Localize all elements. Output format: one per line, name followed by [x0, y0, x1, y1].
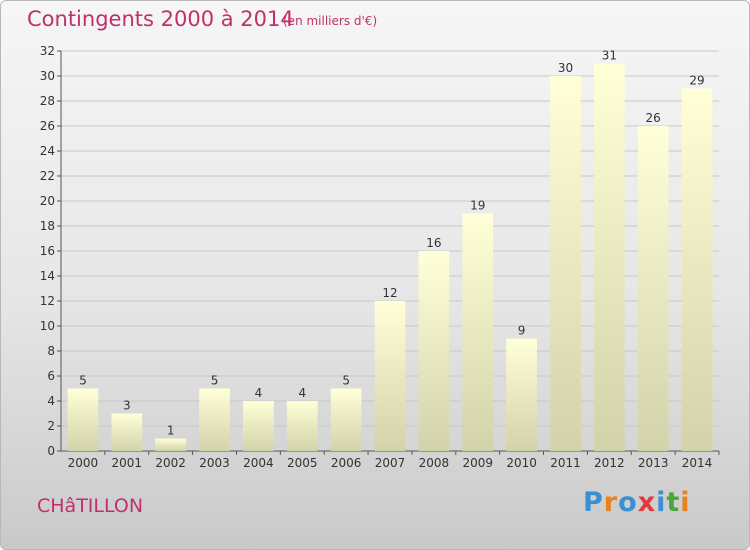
data-label: 31	[602, 49, 617, 63]
data-label: 4	[298, 386, 306, 400]
bar-2001	[111, 413, 143, 451]
data-label: 29	[689, 74, 704, 88]
data-label: 16	[426, 236, 441, 250]
x-tick-label: 2001	[112, 456, 143, 470]
y-tick-label: 8	[47, 344, 55, 358]
y-tick-label: 16	[40, 244, 55, 258]
y-tick-label: 20	[40, 194, 55, 208]
x-tick-label: 2013	[638, 456, 669, 470]
bar-2002	[155, 438, 187, 451]
bar-2005	[286, 401, 318, 451]
bar-2008	[418, 251, 450, 451]
x-tick-label: 2005	[287, 456, 318, 470]
x-tick-label: 2000	[68, 456, 99, 470]
logo-letter: o	[618, 487, 638, 518]
data-label: 3	[123, 399, 131, 413]
x-tick-label: 2011	[550, 456, 581, 470]
logo-letter: r	[603, 487, 619, 518]
logo-letter: t	[666, 487, 681, 518]
x-tick-label: 2003	[199, 456, 230, 470]
data-label: 5	[79, 374, 87, 388]
chart-subtitle: (en milliers d'€)	[283, 14, 378, 28]
x-tick-label: 2012	[594, 456, 625, 470]
y-tick-label: 24	[40, 144, 55, 158]
x-tick-label: 2004	[243, 456, 274, 470]
data-label: 19	[470, 199, 485, 213]
data-label: 4	[255, 386, 263, 400]
y-tick-label: 32	[40, 44, 55, 58]
data-label: 30	[558, 61, 573, 75]
x-tick-label: 2010	[506, 456, 537, 470]
bar-2003	[199, 388, 230, 451]
bar-2000	[67, 388, 99, 451]
y-tick-label: 28	[40, 94, 55, 108]
bar-2004	[243, 401, 274, 451]
bar-2007	[374, 301, 406, 451]
bar-2006	[330, 388, 362, 451]
x-tick-label: 2002	[155, 456, 186, 470]
bar-2013	[637, 126, 669, 451]
bar-2012	[593, 63, 625, 451]
logo-letter: x	[637, 487, 657, 518]
y-tick-label: 18	[40, 219, 55, 233]
proxiti-logo: Proxiti	[583, 487, 691, 518]
commune-name: CHâTILLON	[37, 495, 144, 517]
bar-2014	[681, 88, 713, 451]
data-label: 9	[518, 324, 526, 338]
data-label: 5	[342, 374, 350, 388]
y-tick-label: 6	[47, 369, 55, 383]
y-tick-label: 4	[47, 394, 55, 408]
y-tick-label: 2	[47, 419, 55, 433]
logo-letter: P	[583, 487, 604, 518]
y-tick-label: 14	[40, 269, 55, 283]
y-tick-label: 30	[40, 69, 55, 83]
x-tick-label: 2009	[462, 456, 493, 470]
x-tick-label: 2014	[682, 456, 713, 470]
logo-letter: i	[656, 487, 667, 518]
y-tick-label: 26	[40, 119, 55, 133]
bar-2009	[462, 213, 494, 451]
data-label: 12	[382, 286, 397, 300]
x-tick-label: 2008	[419, 456, 450, 470]
labels: 0246810121416182022242628303220005200132…	[40, 44, 713, 470]
x-tick-label: 2007	[375, 456, 406, 470]
x-tick-label: 2006	[331, 456, 362, 470]
data-label: 26	[646, 111, 661, 125]
y-tick-label: 0	[47, 444, 55, 458]
bars	[67, 63, 713, 451]
data-label: 5	[211, 374, 219, 388]
chart-title: Contingents 2000 à 2014	[27, 7, 294, 31]
y-tick-label: 12	[40, 294, 55, 308]
logo-letter: i	[680, 487, 691, 518]
bar-2010	[506, 338, 537, 451]
bar-2011	[550, 76, 581, 451]
y-tick-label: 22	[40, 169, 55, 183]
y-tick-label: 10	[40, 319, 55, 333]
data-label: 1	[167, 424, 175, 438]
